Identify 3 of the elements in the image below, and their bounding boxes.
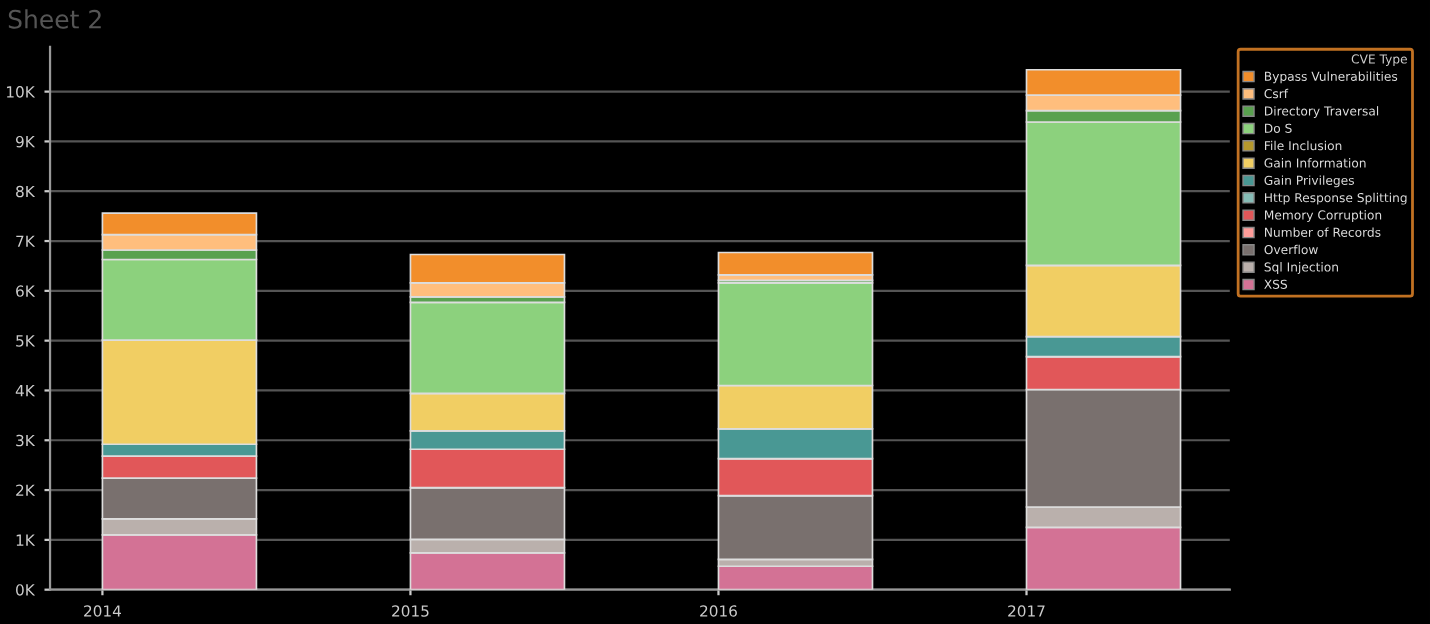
bar — [717, 251, 874, 276]
chart-title: Sheet 2 — [8, 9, 101, 29]
bar — [717, 565, 874, 590]
